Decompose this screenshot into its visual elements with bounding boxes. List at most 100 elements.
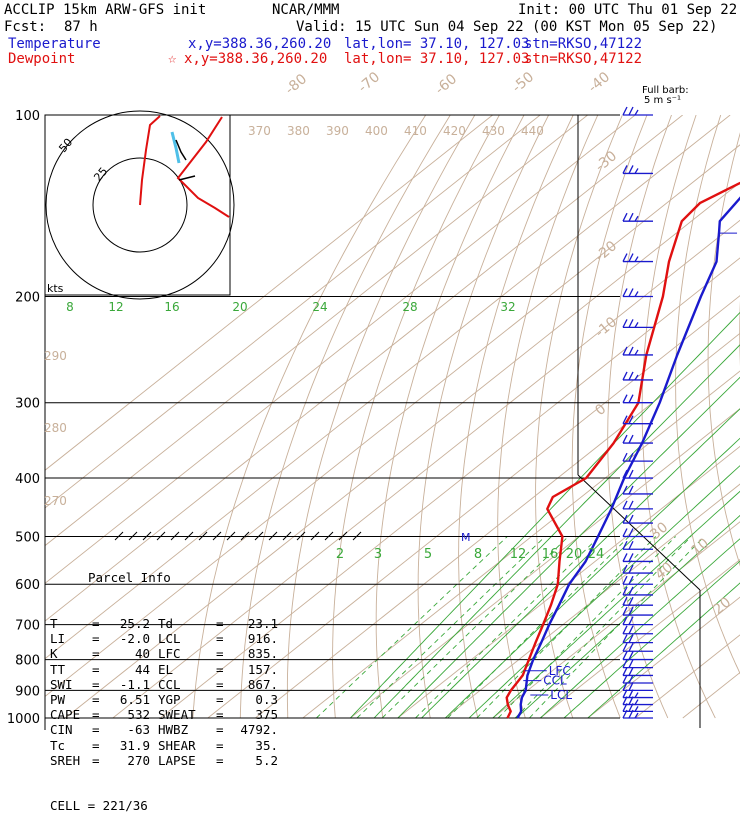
parcel-value: -1.1	[106, 677, 150, 692]
isotherm-label: -20	[592, 238, 620, 265]
moist-adiabat	[445, 297, 740, 719]
parcel-value: 0.3	[230, 692, 278, 707]
wind-barb	[635, 168, 638, 173]
hodograph-unit: kts	[47, 282, 64, 295]
barb-legend-unit: 5 m s⁻¹	[644, 96, 681, 106]
wind-barb	[623, 289, 627, 297]
mixing-ratio-label: 5	[424, 547, 432, 562]
isotherm-label: -60	[432, 71, 460, 98]
wind-barb	[629, 626, 633, 634]
parcel-value: 270	[106, 753, 150, 768]
pressure-tick-label: 1000	[7, 712, 40, 727]
equals-sign: =	[216, 662, 230, 677]
wind-barb	[635, 110, 638, 115]
dewpoint-latlon: lat,lon= 37.10, 127.03	[344, 51, 529, 67]
mixing-ratio-label: 8	[474, 547, 482, 562]
temperature-station: stn=RKSO,47122	[524, 36, 642, 52]
parcel-key: Td	[150, 616, 216, 631]
mixing-ratio-label: 32	[500, 300, 515, 314]
parcel-key: T	[50, 616, 92, 631]
level-label: LCL	[550, 688, 572, 702]
mixing-ratio-label: 12	[108, 300, 123, 314]
pressure-tick-label: 900	[15, 684, 40, 699]
org-label: NCAR/MMM	[272, 2, 339, 18]
wind-barb	[623, 372, 627, 380]
wind-barb	[629, 501, 633, 509]
theta-label: 280	[44, 421, 67, 435]
equals-sign: =	[216, 677, 230, 692]
dewpoint-star-icon: ☆	[168, 51, 176, 67]
parcel-value: 23.1	[230, 616, 278, 631]
isotherm-label: -50	[509, 69, 537, 96]
moist-adiabat	[564, 297, 740, 719]
parcel-key: CIN	[50, 722, 92, 737]
wind-barb	[623, 576, 627, 584]
mixing-ratio-label: 24	[312, 300, 327, 314]
wind-barb	[623, 347, 627, 355]
isotherm-line	[255, 115, 740, 718]
parcel-key: CCL	[150, 677, 216, 692]
wind-barb	[629, 667, 633, 675]
pressure-tick-label: 800	[15, 654, 40, 669]
equals-sign: =	[92, 753, 106, 768]
parcel-key: SWEAT	[150, 707, 216, 722]
parcel-value: 40	[106, 646, 150, 661]
wind-barb	[629, 213, 633, 221]
pressure-tick-label: 400	[15, 472, 40, 487]
dry-adiabat	[287, 115, 474, 718]
mixing-ratio-label: 16	[164, 300, 179, 314]
equals-sign: =	[92, 722, 106, 737]
wind-barb	[623, 652, 627, 660]
wind-barb	[623, 435, 627, 443]
mixing-ratio-label: 28	[402, 300, 417, 314]
parcel-value: -63	[106, 722, 150, 737]
isotherm-label: -70	[355, 69, 383, 96]
wind-barb	[623, 515, 627, 523]
forecast-hours: 87 h	[64, 19, 98, 35]
theta-label: 380	[287, 124, 310, 138]
equals-sign: =	[216, 707, 230, 722]
wind-barb	[635, 706, 638, 711]
equals-sign: =	[92, 662, 106, 677]
theta-label: 370	[248, 124, 271, 138]
init-time: Init: 00 UTC Thu 01 Sep 22	[518, 2, 737, 18]
parcel-value: 835.	[230, 646, 278, 661]
parcel-value: 25.2	[106, 616, 150, 631]
equals-sign: =	[92, 707, 106, 722]
parcel-value: 867.	[230, 677, 278, 692]
parcel-value: 44	[106, 662, 150, 677]
wind-barb	[629, 470, 633, 478]
equals-sign: =	[216, 616, 230, 631]
wind-barb	[623, 528, 627, 536]
parcel-key: TT	[50, 662, 92, 677]
pressure-tick-label: 700	[15, 619, 40, 634]
parcel-key: LAPSE	[150, 753, 216, 768]
wind-barb	[629, 515, 633, 523]
pressure-tick-label: 500	[15, 530, 40, 545]
wind-barb	[629, 553, 633, 561]
wind-barb	[623, 675, 627, 683]
parcel-key: SREH	[50, 753, 92, 768]
wind-barb	[623, 667, 627, 675]
wind-barb	[635, 700, 638, 705]
equals-sign: =	[216, 692, 230, 707]
parcel-value: 4792.	[230, 722, 278, 737]
isotherm-line	[635, 115, 740, 718]
isotherm-label: 10	[688, 535, 712, 559]
level-label: CCL	[543, 674, 567, 688]
dry-adiabat	[459, 115, 574, 718]
equals-sign: =	[216, 753, 230, 768]
equals-sign: =	[216, 631, 230, 646]
equals-sign: =	[92, 677, 106, 692]
pressure-tick-label: 200	[15, 291, 40, 306]
theta-label: 420	[443, 124, 466, 138]
valid-time: Valid: 15 UTC Sun 04 Sep 22 (00 KST Mon …	[296, 19, 717, 35]
wind-barb	[623, 254, 627, 262]
isotherm-label: 0	[592, 401, 609, 419]
wind-barb	[629, 435, 633, 443]
